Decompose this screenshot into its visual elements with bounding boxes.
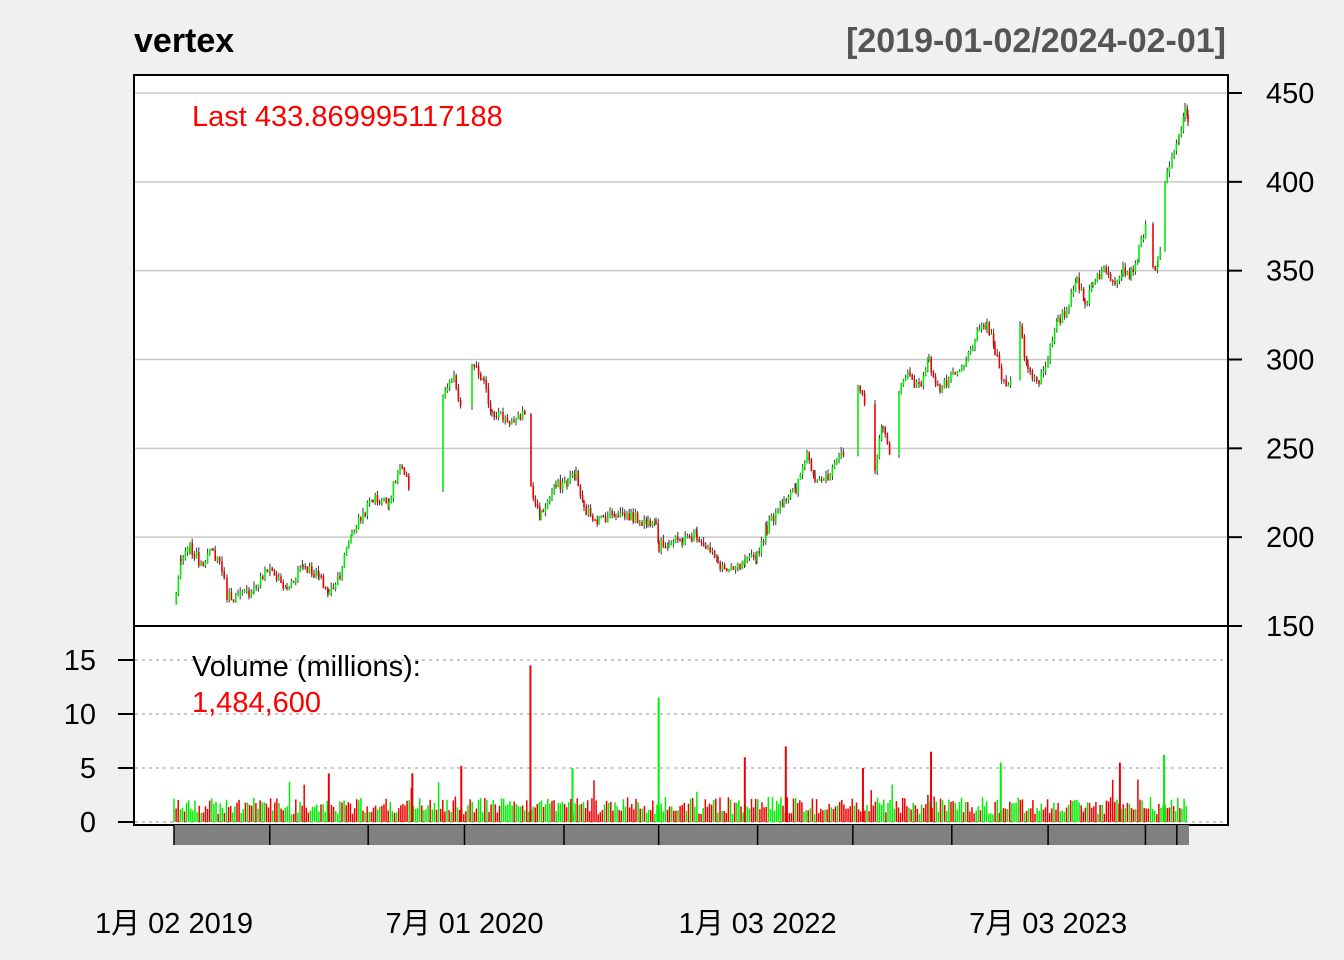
volume-tick-label: 15: [64, 645, 96, 677]
date-range: [2019-01-02/2024-02-01]: [846, 22, 1226, 60]
volume-bars: [173, 665, 1187, 822]
price-tick-label: 450: [1266, 78, 1314, 110]
volume-label: Volume (millions):: [192, 651, 421, 683]
date-band-fill: [174, 825, 1189, 845]
x-axis-labels: 1月 02 2019 7月 01 2020 1月 03 2022 7月 03 2023: [95, 908, 1127, 940]
volume-axis: 0 5 10 15: [64, 645, 134, 839]
price-axis: 150 200 250 300 350 400 450: [1228, 78, 1314, 643]
last-price-label: Last 433.869995117188: [192, 101, 503, 133]
price-gridlines: [135, 92, 1227, 538]
x-tick-label: 1月 03 2022: [679, 908, 837, 940]
price-tick-label: 150: [1266, 611, 1314, 643]
chart-title: vertex: [134, 22, 234, 60]
volume-panel: [133, 625, 1229, 826]
price-tick-label: 400: [1266, 167, 1314, 199]
volume-value: 1,484,600: [192, 687, 321, 719]
x-tick-label: 1月 02 2019: [95, 908, 253, 940]
volume-tick-label: 0: [80, 807, 96, 839]
price-panel: [133, 74, 1229, 627]
date-band: [173, 825, 1189, 845]
price-tick-label: 300: [1266, 345, 1314, 377]
price-tick-label: 200: [1266, 522, 1314, 554]
volume-tick-label: 10: [64, 699, 96, 731]
price-tick-label: 250: [1266, 433, 1314, 465]
volume-tick-label: 5: [80, 753, 96, 785]
candlesticks: [175, 102, 1189, 605]
x-tick-label: 7月 01 2020: [385, 908, 543, 940]
price-tick-label: 350: [1266, 256, 1314, 288]
x-tick-label: 7月 03 2023: [969, 908, 1127, 940]
